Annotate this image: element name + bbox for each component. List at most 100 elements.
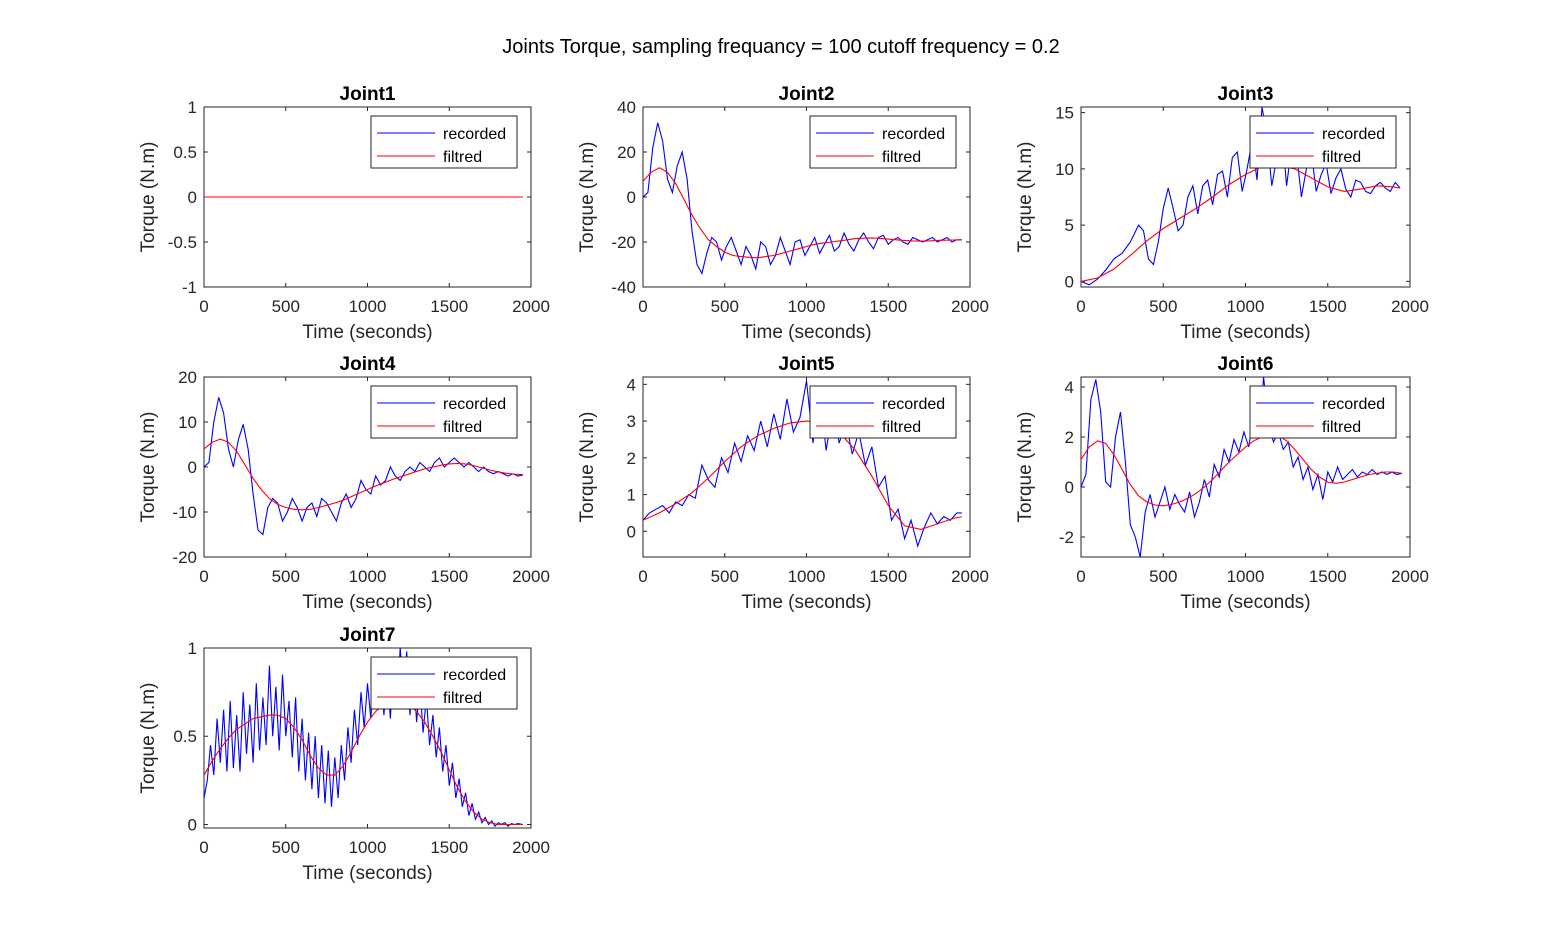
y-tick-label: -20 [172,548,197,567]
legend-label-recorded: recorded [443,667,506,684]
legend-box [370,115,518,169]
y-tick-label: 3 [627,412,636,431]
legend-box [809,385,957,439]
legend-label-recorded: recorded [1322,396,1385,413]
legend-label-recorded: recorded [443,126,506,143]
legend-box [370,656,518,710]
legend-label-filtred: filtred [1322,419,1361,436]
y-axis-label: Torque (N.m) [1015,142,1036,253]
x-tick-label: 2000 [951,297,989,316]
figure-title: Joints Torque, sampling frequancy = 100 … [502,36,1059,58]
series-line-filtred [1081,433,1402,507]
y-tick-label: 0.5 [173,143,197,162]
y-axis-label: Torque (N.m) [138,683,159,794]
y-tick-label: 0 [1065,478,1074,497]
x-axis-label: Time (seconds) [1180,322,1310,343]
legend: recorded filtred [809,385,957,439]
legend-label-recorded: recorded [882,396,945,413]
y-tick-label: -2 [1059,528,1074,547]
x-tick-label: 0 [638,297,647,316]
subplot-title: Joint4 [340,354,396,375]
y-tick-label: 0 [1065,272,1074,291]
subplot-title: Joint6 [1218,354,1274,375]
series-line-recorded [204,397,523,536]
y-tick-label: 0 [627,188,636,207]
legend-label-recorded: recorded [1322,126,1385,143]
legend-box [809,115,957,169]
y-tick-label: 2 [1065,428,1074,447]
y-tick-label: 4 [627,375,636,394]
x-tick-label: 1000 [788,297,826,316]
y-tick-label: 0 [188,815,197,834]
x-tick-label: 0 [1076,297,1085,316]
x-tick-label: 500 [272,838,300,857]
x-tick-label: 2000 [951,567,989,586]
y-tick-label: 1 [627,486,636,505]
legend-label-recorded: recorded [882,126,945,143]
subplot-6: 0 500 1000 1500 2000 -2 0 2 4 Joint6 Time (seconds… [1015,354,1429,613]
subplot-title: Joint7 [340,625,396,646]
y-axis-label: Torque (N.m) [138,142,159,253]
y-tick-label: 0.5 [173,727,197,746]
y-tick-label: 15 [1055,104,1074,123]
legend-label-filtred: filtred [443,419,482,436]
y-tick-label: 5 [1065,216,1074,235]
x-tick-label: 500 [1149,567,1177,586]
legend: recorded filtred [1249,385,1397,439]
legend: recorded filtred [370,656,518,710]
legend-label-filtred: filtred [443,690,482,707]
series-line-filtred [643,167,962,259]
subplot-title: Joint3 [1218,84,1274,105]
y-axis-label: Torque (N.m) [577,142,598,253]
x-tick-label: 0 [1076,567,1085,586]
subplot-7: 0 500 1000 1500 2000 0 0.5 1 Joint7 Time (seconds… [138,625,550,884]
subplot-2: 0 500 1000 1500 2000 -40 -20 0 20 40 Joint2 Time (s… [577,84,989,343]
series-line-filtred [643,420,962,530]
x-axis-label: Time (seconds) [741,322,871,343]
legend: recorded filtred [370,385,518,439]
y-axis-label: Torque (N.m) [1015,412,1036,523]
legend-box [1249,115,1397,169]
legend-box [370,385,518,439]
subplot-3: 0 500 1000 1500 2000 0 5 10 15 Joint3 Time (second… [1015,84,1429,343]
y-tick-label: 10 [1055,160,1074,179]
x-tick-label: 2000 [1391,567,1429,586]
y-axis-label: Torque (N.m) [577,412,598,523]
x-tick-label: 1500 [430,838,468,857]
x-tick-label: 2000 [512,297,550,316]
x-tick-label: 500 [272,567,300,586]
legend-label-filtred: filtred [882,149,921,166]
subplot-title: Joint1 [340,84,396,105]
x-tick-label: 1500 [1309,567,1347,586]
x-axis-label: Time (seconds) [741,592,871,613]
x-tick-label: 1500 [869,567,907,586]
x-tick-label: 2000 [512,838,550,857]
y-tick-label: 20 [178,368,197,387]
y-tick-label: 40 [617,98,636,117]
subplot-title: Joint2 [779,84,835,105]
x-tick-label: 1500 [869,297,907,316]
y-tick-label: -20 [611,233,636,252]
subplot-4: 0 500 1000 1500 2000 -20 -10 0 10 20 Joint4 Time (s… [138,354,550,613]
y-tick-label: -40 [611,278,636,297]
x-tick-label: 500 [272,297,300,316]
x-axis-label: Time (seconds) [302,863,432,884]
x-axis-label: Time (seconds) [302,592,432,613]
series-line-filtred [1081,164,1401,282]
y-tick-label: -10 [172,503,197,522]
y-tick-label: -0.5 [168,233,197,252]
x-tick-label: 1000 [349,838,387,857]
series-line-recorded [643,380,962,548]
subplot-title: Joint5 [779,354,835,375]
x-tick-label: 1500 [430,297,468,316]
legend: recorded filtred [809,115,957,169]
legend-label-filtred: filtred [443,149,482,166]
x-tick-label: 2000 [1391,297,1429,316]
x-tick-label: 0 [638,567,647,586]
subplot-1: 0 500 1000 1500 2000 -1 -0.5 0 0.5 1 Joint1 Time (s… [138,84,550,343]
y-tick-label: 20 [617,143,636,162]
legend-label-filtred: filtred [882,419,921,436]
x-tick-label: 500 [1149,297,1177,316]
